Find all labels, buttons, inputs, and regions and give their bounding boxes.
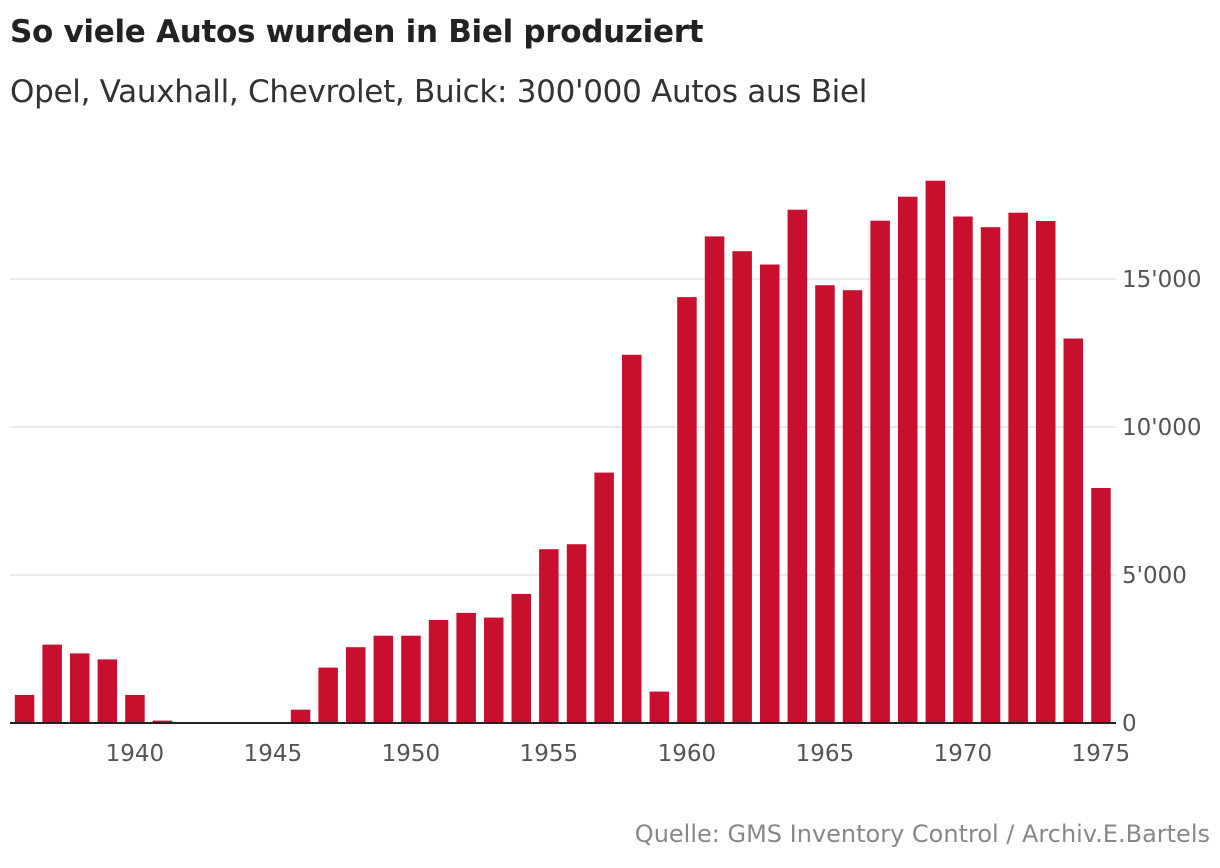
bar-1958: [622, 354, 642, 723]
x-tick-label: 1945: [244, 741, 303, 767]
bar-1936: [14, 694, 35, 723]
y-axis-labels: 0 5'000 10'000 15'000: [1122, 267, 1202, 737]
bar-1968: [898, 196, 918, 723]
bar-1949: [373, 635, 394, 723]
bar-1939: [97, 659, 118, 723]
x-tick-label: 1960: [658, 741, 717, 767]
bar-1963: [760, 264, 780, 723]
bar-1938: [70, 653, 90, 723]
x-tick-label: 1965: [796, 741, 855, 767]
gridlines: [10, 278, 1116, 576]
bar-1964: [787, 209, 808, 723]
bar-1957: [594, 472, 614, 723]
bar-1954: [511, 593, 531, 723]
bar-1973: [1036, 221, 1056, 723]
bar-1960: [677, 297, 697, 723]
bar-1959: [649, 691, 670, 723]
x-axis-labels: 1940 1945 1950 1955 1960 1965 1970 1975: [106, 741, 1131, 767]
bar-1946: [290, 709, 311, 723]
bar-1961: [704, 236, 725, 723]
bar-1948: [346, 647, 366, 723]
bars: [14, 180, 1111, 723]
bar-1975: [1091, 488, 1111, 723]
bar-1940: [125, 694, 145, 723]
x-tick-label: 1970: [934, 741, 993, 767]
bar-1955: [539, 549, 559, 723]
bar-1956: [566, 544, 587, 723]
x-tick-label: 1975: [1072, 741, 1131, 767]
bar-1974: [1063, 338, 1083, 723]
bar-1962: [732, 251, 752, 723]
y-tick-label: 10'000: [1122, 415, 1202, 441]
chart-subtitle: Opel, Vauxhall, Chevrolet, Buick: 300'00…: [10, 74, 868, 110]
source-note: Quelle: GMS Inventory Control / Archiv.E…: [634, 820, 1210, 848]
bar-1965: [815, 285, 835, 723]
y-tick-label: 5'000: [1122, 563, 1187, 589]
bar-1952: [456, 612, 476, 723]
x-tick-label: 1950: [382, 741, 441, 767]
bar-1969: [925, 180, 946, 723]
y-tick-label: 15'000: [1122, 267, 1202, 293]
x-tick-label: 1940: [106, 741, 165, 767]
bar-1970: [953, 216, 973, 723]
x-tick-label: 1955: [520, 741, 579, 767]
bar-1941: [152, 720, 173, 723]
bar-1950: [401, 635, 421, 723]
bar-1967: [870, 220, 890, 723]
bar-1937: [42, 644, 62, 723]
bar-1951: [428, 620, 449, 723]
bar-1972: [1008, 212, 1028, 723]
bar-1953: [484, 617, 504, 723]
bar-1966: [842, 290, 863, 723]
bar-1947: [318, 667, 338, 723]
y-tick-label: 0: [1122, 711, 1137, 737]
bar-1971: [980, 227, 1001, 723]
chart-title: So viele Autos wurden in Biel produziert: [10, 14, 704, 50]
